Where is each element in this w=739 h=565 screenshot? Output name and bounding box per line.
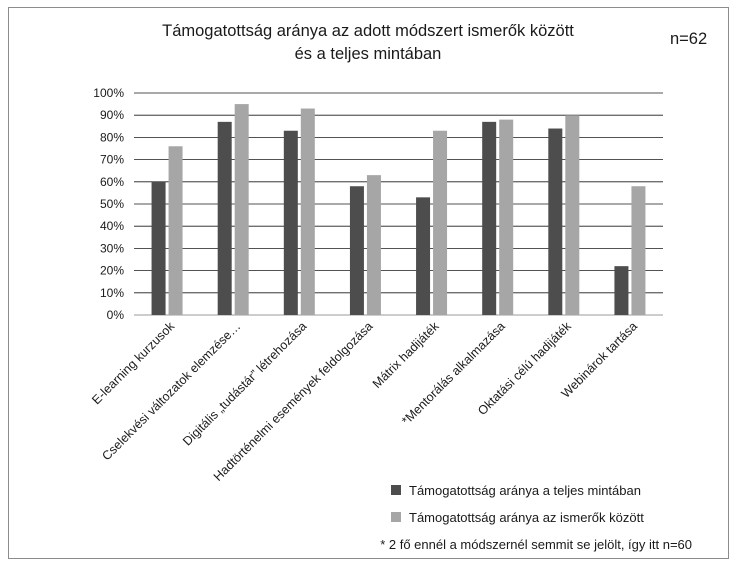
bar-total-sample <box>614 266 629 315</box>
bar-knowers <box>433 130 448 315</box>
grid-layer <box>134 92 663 316</box>
category-label: Cselekvési változatok elemzése… <box>99 319 243 463</box>
bar-total-sample <box>548 128 563 315</box>
bar-knowers <box>565 115 580 315</box>
bar-knowers <box>499 119 514 315</box>
bar-total-sample <box>217 121 232 315</box>
category-label: Digitális „tudástár” létrehozása <box>180 319 309 448</box>
y-tick-label: 50% <box>100 197 124 211</box>
y-tick-label: 0% <box>107 308 125 322</box>
bar-knowers <box>168 146 183 315</box>
bar-total-sample <box>349 186 364 315</box>
sample-size-label: n=62 <box>670 30 707 48</box>
y-tick-label: 60% <box>100 175 124 189</box>
category-label: Mátrix hadijáték <box>370 319 442 391</box>
y-tick-label: 20% <box>100 264 124 278</box>
y-tick-label: 100% <box>93 86 124 100</box>
y-tick-label: 40% <box>100 219 124 233</box>
bar-knowers <box>234 104 249 315</box>
bar-knowers <box>631 186 646 315</box>
bar-knowers <box>300 108 315 315</box>
legend-label-knowers: Támogatottság aránya az ismerők között <box>409 510 644 525</box>
y-tick-label: 10% <box>100 286 124 300</box>
chart-title-line-2: és a teljes mintában <box>295 45 442 63</box>
y-tick-label: 30% <box>100 241 124 255</box>
legend-swatch-knowers <box>391 512 401 522</box>
y-axis-tick-labels: 0% 10% 20% 30% 40% 50% 60% 70% 80% 90% 100% <box>93 86 124 322</box>
legend-swatch-total-sample <box>391 485 401 495</box>
y-tick-label: 90% <box>100 108 124 122</box>
bar-total-sample <box>416 197 431 315</box>
chart-title-line-1: Támogatottság aránya az adott módszert i… <box>162 22 574 40</box>
bar-total-sample <box>151 181 166 315</box>
y-tick-label: 80% <box>100 130 124 144</box>
bar-knowers <box>366 175 381 315</box>
bar-total-sample <box>482 121 497 315</box>
footnote: * 2 fő ennél a módszernél semmit se jelö… <box>380 537 692 552</box>
bars-layer <box>151 104 646 315</box>
bar-total-sample <box>283 130 298 315</box>
y-tick-label: 70% <box>100 153 124 167</box>
legend-label-total-sample: Támogatottság aránya a teljes mintában <box>409 483 641 498</box>
